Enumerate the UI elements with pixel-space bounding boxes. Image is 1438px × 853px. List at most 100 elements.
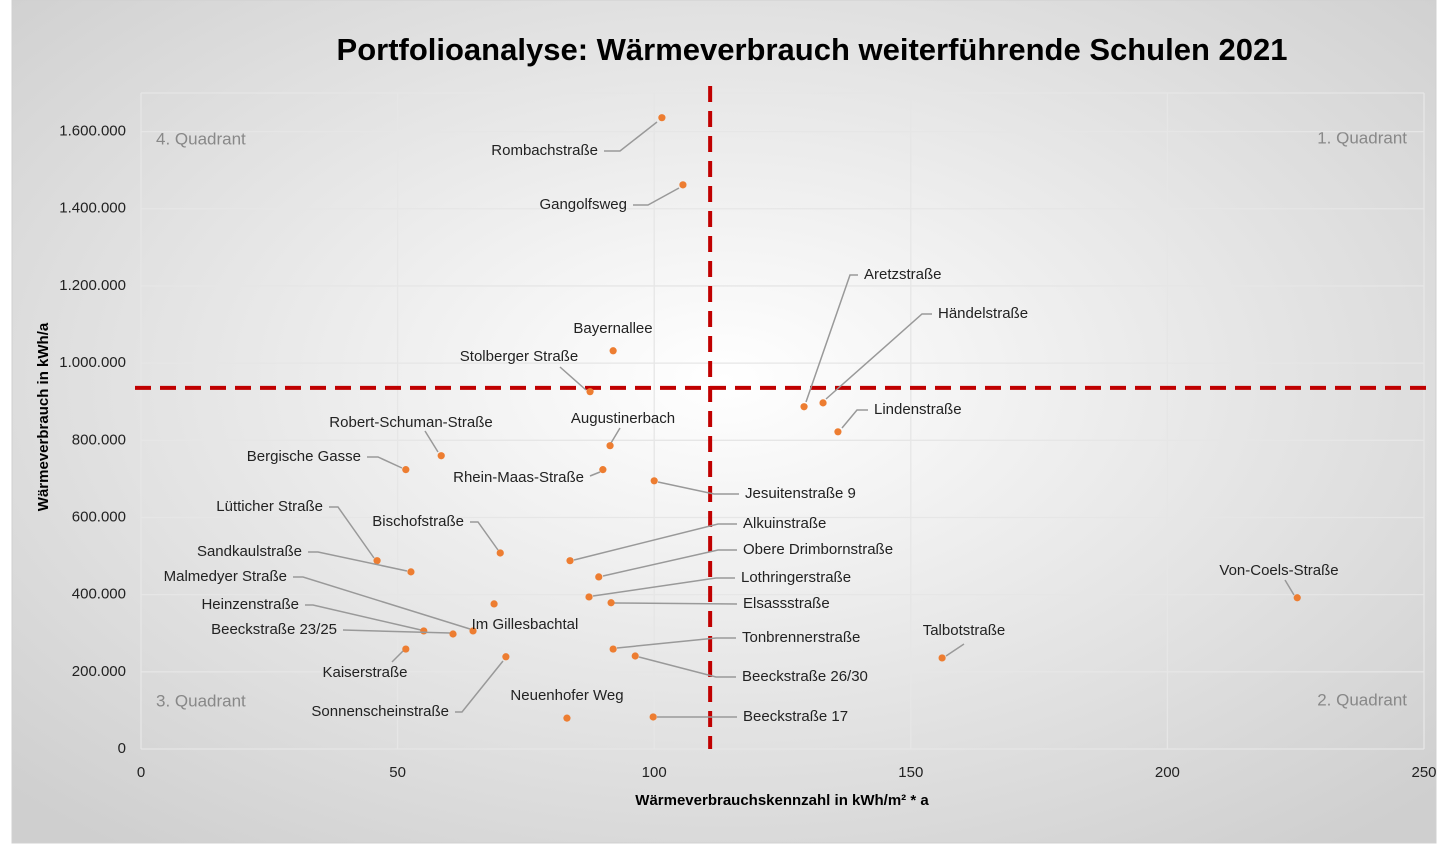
data-point [502, 653, 510, 661]
chart-title: Portfolioanalyse: Wärmeverbrauch weiterf… [337, 32, 1288, 67]
leader-line [470, 521, 499, 551]
data-point [595, 573, 603, 581]
data-point [469, 627, 477, 635]
data-point [566, 557, 574, 565]
point-label: Gangolfsweg [539, 196, 627, 213]
data-point [607, 599, 615, 607]
x-tick-label: 100 [642, 764, 667, 781]
point-label: Aretzstraße [864, 266, 942, 283]
data-point [407, 568, 415, 576]
data-point [437, 452, 445, 460]
point-label: Lütticher Straße [216, 498, 323, 515]
leader-line [638, 656, 736, 678]
point-label: Jesuitenstraße 9 [745, 485, 856, 502]
data-point [650, 477, 658, 485]
point-label: Beeckstraße 23/25 [211, 621, 337, 638]
data-point [606, 442, 614, 450]
y-tick-label: 400.000 [72, 586, 126, 603]
leader-line [391, 650, 404, 663]
x-tick-label: 0 [137, 764, 145, 781]
data-point [599, 466, 607, 474]
leader-line [616, 637, 736, 649]
point-label: Im Gillesbachtal [472, 616, 579, 633]
leader-line [342, 629, 451, 634]
data-point [800, 403, 808, 411]
data-point [420, 627, 428, 635]
leader-line [610, 427, 621, 444]
y-tick-label: 1.000.000 [59, 354, 126, 371]
point-label: Von-Coels-Straße [1219, 562, 1338, 579]
leader-line [592, 577, 735, 597]
y-tick-label: 1.200.000 [59, 277, 126, 294]
x-tick-label: 200 [1155, 764, 1180, 781]
point-label: Elsassstraße [743, 595, 830, 612]
x-tick-label: 250 [1411, 764, 1436, 781]
quadrant-label: 4. Quadrant [156, 129, 246, 148]
data-point [834, 428, 842, 436]
data-point [649, 713, 657, 721]
point-label: Alkuinstraße [743, 515, 826, 532]
data-point [402, 645, 410, 653]
leader-line [559, 366, 587, 391]
data-point [609, 347, 617, 355]
y-tick-label: 1.600.000 [59, 123, 126, 140]
leader-line [602, 549, 737, 577]
y-tick-label: 200.000 [72, 663, 126, 680]
leader-line [293, 576, 471, 630]
data-point [585, 593, 593, 601]
data-point [938, 654, 946, 662]
point-label: Bergische Gasse [247, 448, 361, 465]
leader-line [329, 506, 375, 559]
point-label: Lindenstraße [874, 401, 962, 418]
leader-line [604, 121, 658, 152]
data-point [586, 388, 594, 396]
leader-line [308, 551, 408, 572]
leader-line [945, 643, 965, 657]
quadrant-label: 2. Quadrant [1317, 690, 1407, 709]
data-point [609, 645, 617, 653]
leader-line [305, 604, 422, 631]
data-point [373, 557, 381, 565]
data-point [658, 114, 666, 122]
y-tick-label: 0 [118, 740, 126, 757]
leader-line [805, 274, 858, 403]
data-point [679, 181, 687, 189]
point-label: Sandkaulstraße [197, 543, 302, 560]
data-point [563, 714, 571, 722]
point-label: Bischofstraße [372, 513, 464, 530]
point-label: Tonbrennerstraße [742, 629, 860, 646]
point-label: Rombachstraße [491, 142, 598, 159]
data-point [402, 466, 410, 474]
x-axis-title: Wärmeverbrauchskennzahl in kWh/m² * a [635, 792, 929, 809]
leader-line [1284, 579, 1295, 596]
point-label: Bayernallee [573, 320, 652, 337]
point-label: Stolberger Straße [460, 348, 578, 365]
point-label: Händelstraße [938, 305, 1028, 322]
leader-line [367, 456, 403, 469]
point-label: Lothringerstraße [741, 569, 851, 586]
point-label: Neuenhofer Weg [510, 687, 623, 704]
data-point [1293, 594, 1301, 602]
data-point [631, 652, 639, 660]
chart-background [11, 0, 1437, 844]
point-label: Beeckstraße 26/30 [742, 668, 868, 685]
y-tick-label: 1.400.000 [59, 200, 126, 217]
y-tick-label: 600.000 [72, 508, 126, 525]
leader-line [589, 471, 601, 477]
x-tick-label: 150 [898, 764, 923, 781]
point-label: Obere Drimbornstraße [743, 541, 893, 558]
point-label: Malmedyer Straße [164, 568, 287, 585]
data-point [490, 600, 498, 608]
point-label: Robert-Schuman-Straße [329, 414, 492, 431]
point-label: Heinzenstraße [201, 596, 299, 613]
leader-line [455, 660, 504, 713]
quadrant-label: 1. Quadrant [1317, 128, 1407, 147]
leader-line [613, 602, 738, 605]
point-label: Rhein-Maas-Straße [453, 469, 584, 486]
leader-line [657, 481, 739, 495]
quadrant-label: 3. Quadrant [156, 691, 246, 710]
point-label: Kaiserstraße [322, 664, 407, 681]
leader-line [573, 523, 737, 561]
y-axis-title: Wärmeverbrauch in kWh/a [35, 322, 52, 511]
